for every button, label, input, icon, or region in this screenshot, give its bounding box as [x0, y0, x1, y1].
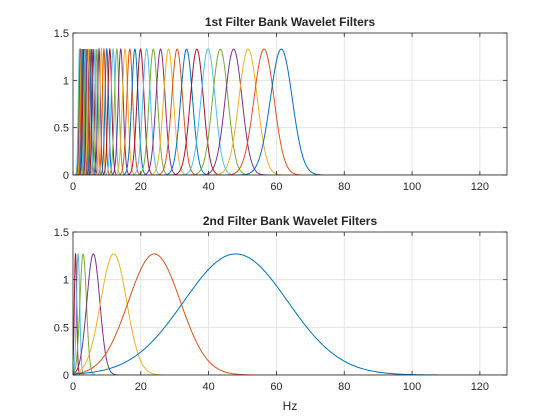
filter-series-line: [73, 253, 507, 375]
axes-box: [72, 32, 508, 176]
x-tick-label: 120: [471, 181, 489, 193]
x-tick-label: 60: [270, 381, 282, 393]
x-tick-label: 80: [338, 381, 350, 393]
axes-1st-filter-bank: 0 20 40 60 80 100 120 0 0.5 1 1.5 1st Filter Bank W…: [54, 15, 508, 193]
y-tick-label: 1: [63, 275, 69, 287]
y-tick-label: 1.5: [54, 227, 69, 239]
x-tick-label: 20: [135, 381, 147, 393]
filter-series-line: [73, 252, 507, 375]
x-tick-label: 20: [135, 181, 147, 193]
y-tick-label: 0.5: [54, 322, 69, 334]
x-tick-label: 40: [203, 381, 215, 393]
y-tick-label: 1: [63, 75, 69, 87]
y-tick-label: 0.5: [54, 123, 69, 135]
chart-title: 1st Filter Bank Wavelet Filters: [205, 15, 376, 29]
x-tick-label: 100: [403, 381, 421, 393]
axes-2nd-filter-bank: 0 20 40 60 80 100 120 0 0.5 1 1.5 2nd Filter Bank W…: [54, 214, 508, 413]
x-tick-label: 80: [338, 181, 350, 193]
plot-area: [73, 232, 507, 375]
chart-title: 2nd Filter Bank Wavelet Filters: [203, 214, 378, 228]
x-tick-label: 0: [70, 381, 76, 393]
filter-series-line: [73, 253, 507, 375]
filter-series-line: [73, 253, 507, 375]
x-tick-label: 120: [471, 381, 489, 393]
y-tick-label: 0: [63, 170, 69, 182]
filter-series-line: [73, 253, 507, 375]
y-tick-label: 0: [63, 370, 69, 382]
x-tick-label: 40: [203, 181, 215, 193]
x-tick-label: 100: [403, 181, 421, 193]
x-tick-label: 0: [70, 181, 76, 193]
axes-box: [72, 231, 508, 376]
x-axis-label: Hz: [283, 399, 298, 413]
y-tick-label: 1.5: [54, 28, 69, 40]
x-tick-label: 60: [270, 181, 282, 193]
filter-series-line: [73, 252, 507, 375]
